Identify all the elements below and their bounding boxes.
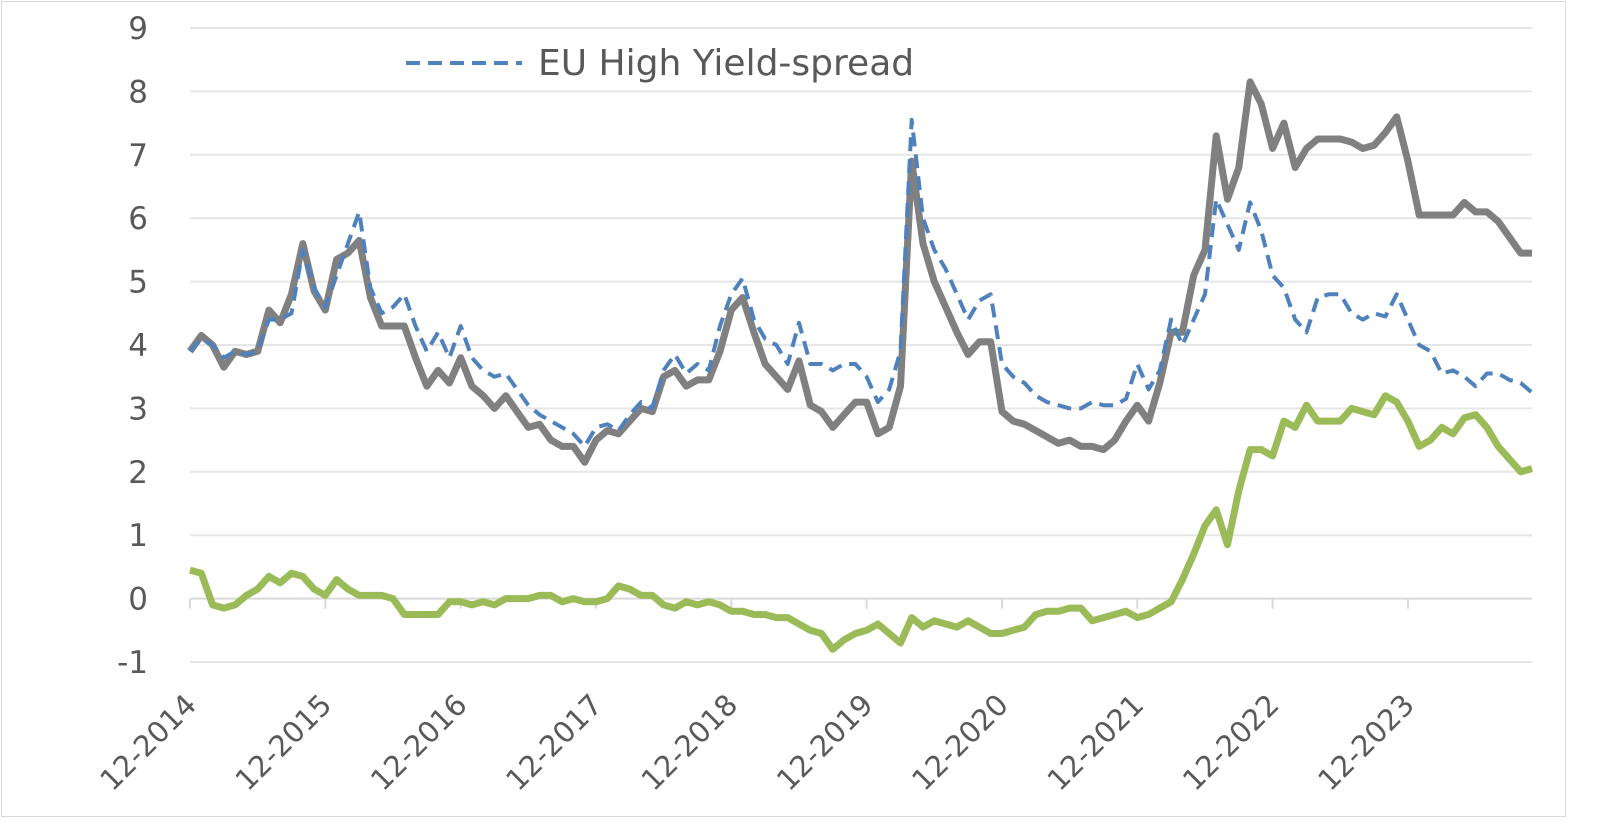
legend: EU High Yield-spread [406,43,914,84]
series-line-eu-high-yield-spread [188,117,1534,449]
y-tick-label: 4 [128,328,148,364]
x-axis-ticks: 12-2014 12-2015 12-2016 12-2017 12-2018 12-20… [93,688,1421,798]
y-axis-ticks: -1 0 1 2 3 4 5 6 7 8 9 [117,11,148,681]
x-tick-label: 12-2018 [635,688,745,798]
x-tick-label: 12-2020 [905,688,1015,798]
y-tick-label: 2 [128,455,148,491]
x-tick-label: 12-2023 [1311,688,1421,798]
y-tick-label: 1 [128,518,148,554]
series-line-green [189,392,1533,653]
y-tick-label: 7 [128,138,148,174]
series-line-grey [187,78,1532,466]
y-tick-label: 9 [128,11,148,47]
x-tick-label: 12-2014 [93,688,203,798]
y-tick-label: 3 [128,391,148,427]
gridlines [190,27,1532,663]
x-tick-label: 12-2022 [1176,688,1286,798]
x-tick-label: 12-2019 [770,688,880,798]
legend-label-eu-high-yield: EU High Yield-spread [538,43,914,84]
x-tick-label: 12-2021 [1041,688,1151,798]
y-tick-label: -1 [117,645,148,681]
series-lines [187,78,1534,653]
y-tick-label: 6 [128,201,148,237]
x-tick-label: 12-2016 [364,688,474,798]
x-tick-label: 12-2015 [229,688,339,798]
y-tick-label: 5 [128,265,148,301]
y-tick-label: 0 [128,582,148,618]
x-tick-label: 12-2017 [499,688,609,798]
y-tick-label: 8 [128,74,148,110]
